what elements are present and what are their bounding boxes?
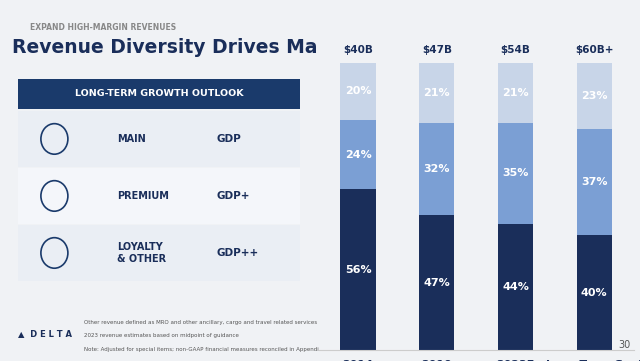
Text: $47B: $47B bbox=[422, 45, 452, 55]
Text: 37%: 37% bbox=[581, 177, 607, 187]
Text: GDP++: GDP++ bbox=[216, 248, 259, 258]
Bar bbox=[340, 62, 376, 120]
FancyBboxPatch shape bbox=[19, 79, 300, 109]
Text: 35%: 35% bbox=[502, 168, 529, 178]
Text: MAIN: MAIN bbox=[117, 134, 146, 144]
Text: 2023 revenue estimates based on midpoint of guidance: 2023 revenue estimates based on midpoint… bbox=[84, 333, 239, 338]
Text: Revenue Diversity Drives Margin: Revenue Diversity Drives Margin bbox=[12, 38, 361, 57]
FancyBboxPatch shape bbox=[19, 168, 300, 224]
Text: 47%: 47% bbox=[424, 278, 450, 288]
Text: 32%: 32% bbox=[424, 164, 450, 174]
Bar bbox=[340, 120, 376, 189]
Text: $54B: $54B bbox=[500, 45, 531, 55]
Bar bbox=[340, 189, 376, 350]
Text: GDP: GDP bbox=[216, 134, 241, 144]
Text: 30: 30 bbox=[618, 340, 630, 350]
Text: PREMIUM: PREMIUM bbox=[117, 191, 169, 201]
Text: 56%: 56% bbox=[345, 265, 371, 275]
Text: 24%: 24% bbox=[345, 149, 371, 160]
Title: Total Revenue: Total Revenue bbox=[420, 0, 532, 3]
Bar bbox=[577, 235, 612, 350]
Text: LONG-TERM GROWTH OUTLOOK: LONG-TERM GROWTH OUTLOOK bbox=[75, 90, 244, 99]
Text: LOYALTY
& OTHER: LOYALTY & OTHER bbox=[117, 242, 166, 264]
Bar bbox=[498, 123, 533, 223]
Bar bbox=[419, 123, 454, 215]
Text: GDP+: GDP+ bbox=[216, 191, 250, 201]
Bar bbox=[577, 62, 612, 129]
Text: 20%: 20% bbox=[345, 86, 371, 96]
Text: ▲  D E L T A: ▲ D E L T A bbox=[19, 329, 72, 338]
Text: Other revenue defined as MRO and other ancillary, cargo and travel related servi: Other revenue defined as MRO and other a… bbox=[84, 319, 317, 325]
Bar bbox=[577, 129, 612, 235]
Text: 44%: 44% bbox=[502, 282, 529, 292]
Text: $60B+: $60B+ bbox=[575, 45, 614, 55]
Text: Note: Adjusted for special items; non-GAAP financial measures reconciled in Appe: Note: Adjusted for special items; non-GA… bbox=[84, 347, 323, 352]
FancyBboxPatch shape bbox=[19, 111, 300, 167]
FancyBboxPatch shape bbox=[19, 225, 300, 281]
Text: 21%: 21% bbox=[424, 88, 450, 98]
Text: 40%: 40% bbox=[581, 288, 607, 298]
Bar bbox=[419, 62, 454, 123]
Text: 23%: 23% bbox=[581, 91, 607, 101]
Bar bbox=[498, 62, 533, 123]
Text: 21%: 21% bbox=[502, 88, 529, 98]
Text: $40B: $40B bbox=[343, 45, 373, 55]
Bar bbox=[498, 223, 533, 350]
Text: EXPAND HIGH-MARGIN REVENUES: EXPAND HIGH-MARGIN REVENUES bbox=[30, 23, 177, 32]
Bar bbox=[419, 215, 454, 350]
